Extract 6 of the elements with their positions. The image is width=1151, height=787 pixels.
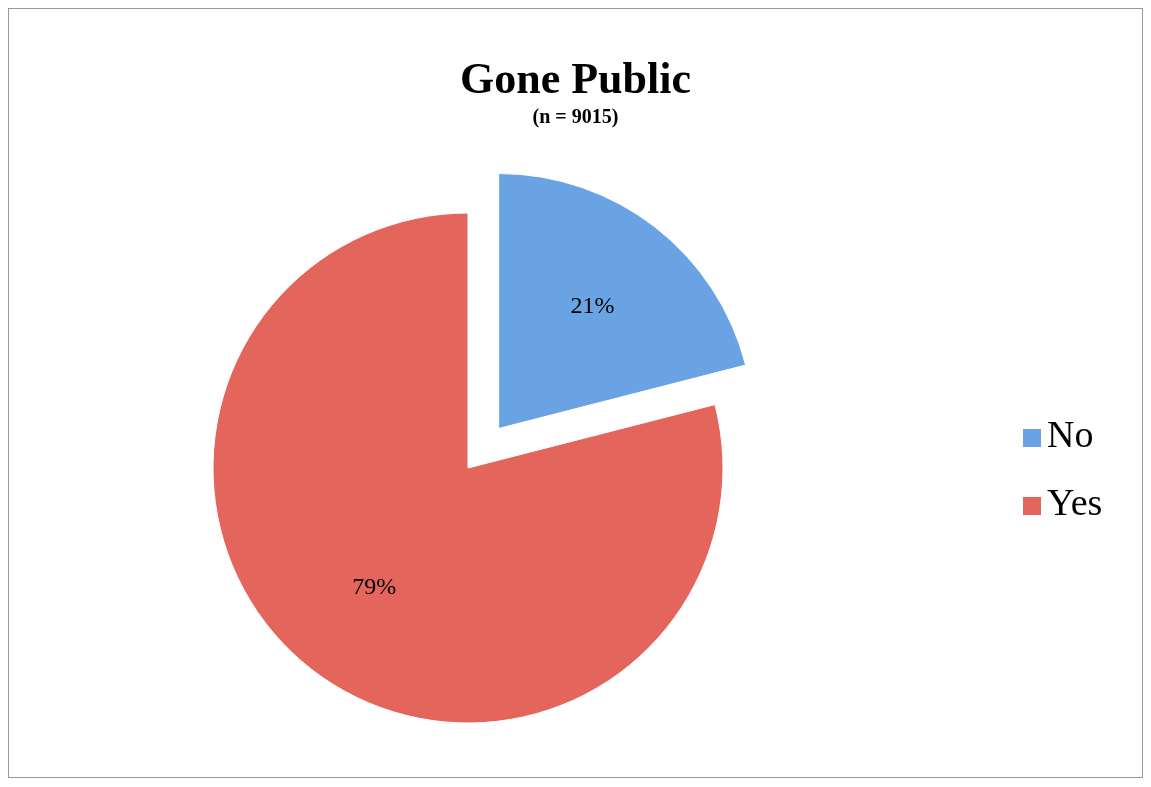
data-label: 21% <box>570 292 615 319</box>
data-label: 79% <box>352 573 397 600</box>
legend-label: No <box>1047 412 1094 455</box>
legend-label: Yes <box>1047 480 1103 523</box>
chart-subtitle: (n = 9015) <box>532 105 619 128</box>
chart-title: Gone Public <box>459 54 692 103</box>
